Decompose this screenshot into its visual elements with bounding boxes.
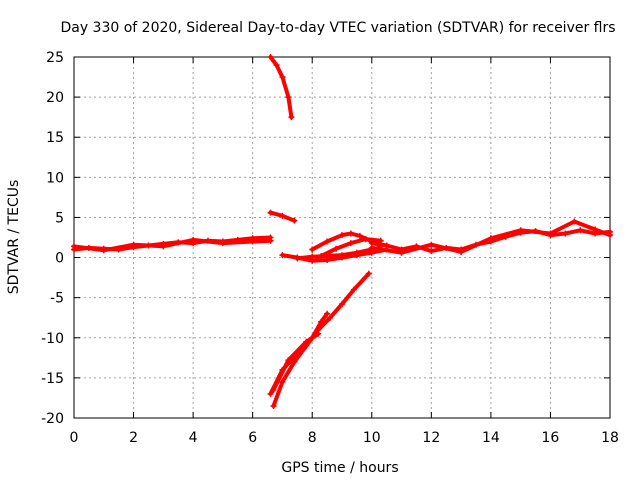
data-point [285,357,292,364]
x-tick-label: 18 [601,430,619,446]
x-tick-label: 8 [308,430,317,446]
series-rising-1 [270,270,372,409]
data-point [279,378,286,385]
data-point [318,318,325,325]
data-point [130,241,137,248]
y-tick-label: 20 [46,90,64,106]
data-point [333,245,340,252]
data-point [592,226,599,233]
data-point [273,62,280,69]
series-steep-top [267,54,295,121]
y-tick-label: -5 [50,291,64,307]
series-mid-short [267,209,298,224]
data-point [398,249,405,256]
data-point [291,217,298,224]
ticks: 0 2 4 6 8 10 12 14 16 18 -20 -15 -10 -5 0 5 10 15 20 25 [41,50,619,446]
data-point [517,227,524,234]
data-point [279,252,286,259]
y-axis-label: SDTVAR / TECUs [6,180,22,295]
data-point [160,243,167,250]
data-point [309,246,316,253]
data-point [571,218,578,225]
x-axis-label: GPS time / hours [281,460,398,476]
data-point [339,232,345,239]
y-tick-label: -20 [41,411,64,427]
y-tick-label: 0 [55,251,64,267]
chart-title: Day 330 of 2020, Sidereal Day-to-day VTE… [60,20,615,36]
series-line [271,271,371,408]
y-tick-label: 5 [55,210,64,226]
data-point [353,249,360,256]
data-point [607,232,613,239]
x-tick-label: 0 [70,430,79,446]
y-tick-label: 10 [46,170,64,186]
data-point [339,252,345,259]
data-point [577,227,584,234]
data-point [285,94,292,101]
series-main-band-d [368,218,613,256]
data-point [383,246,390,253]
data-point [324,252,331,259]
data-point [377,243,384,250]
y-tick-label: -10 [41,331,64,347]
data-point [270,386,277,393]
data-point [339,301,345,308]
data-point [309,253,316,260]
x-tick-label: 12 [422,430,440,446]
series-line [268,55,294,120]
series-main-band-b [71,236,274,254]
x-tick-label: 14 [482,430,500,446]
data-point [347,230,354,237]
data-point [279,212,286,219]
x-tick-label: 4 [189,430,198,446]
series-rising-3 [270,330,322,393]
x-tick-label: 6 [248,430,257,446]
data-point [487,235,494,242]
data-point [362,236,369,243]
series-arc-lower-2 [294,246,375,262]
y-tick-label: 15 [46,130,64,146]
data-point [368,246,375,253]
data-point [279,74,286,81]
series-line [271,331,321,392]
data-point [562,230,569,237]
data-point [249,238,256,245]
data-point [315,330,322,337]
data-point [100,247,107,254]
data-point [547,230,554,237]
data-point [327,314,334,321]
data-point [219,240,226,247]
data-point [71,243,77,250]
x-tick-label: 10 [363,430,381,446]
x-tick-label: 16 [542,430,560,446]
y-tick-label: -15 [41,371,64,387]
series [71,54,613,409]
data-point [428,248,435,255]
data-point [267,54,274,60]
data-point [190,236,197,243]
series-line [369,219,612,255]
data-point [303,338,310,345]
data-point [350,286,357,293]
data-point [428,241,435,248]
data-point [270,402,277,409]
data-point [365,270,372,277]
data-point [458,248,465,255]
data-point [347,240,354,247]
data-point [377,237,384,244]
data-point [324,310,331,317]
data-point [356,232,363,239]
data-point [324,238,331,245]
series-line [72,237,273,253]
x-tick-label: 2 [129,430,138,446]
data-point [267,209,274,216]
grid [74,57,610,418]
data-point [288,114,295,121]
y-tick-label: 25 [46,50,64,66]
data-point [294,255,301,262]
data-point [267,390,274,397]
data-point [267,237,274,244]
